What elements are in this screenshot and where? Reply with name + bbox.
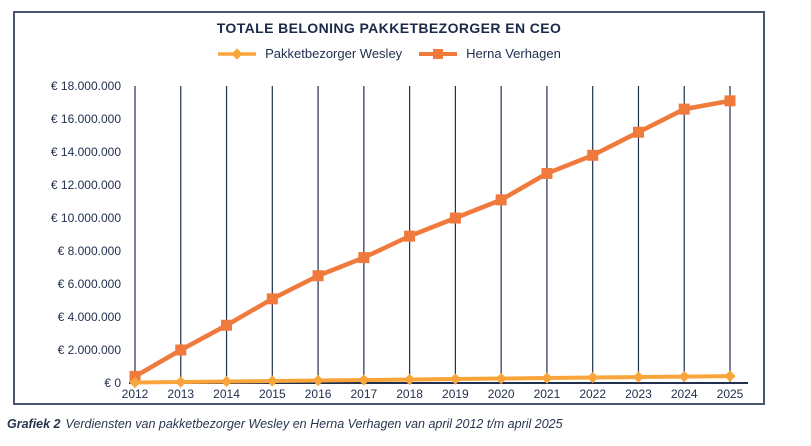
herna-line-marker-icon: [419, 48, 458, 59]
wesley-line-marker-icon: [218, 47, 257, 60]
legend-item-herna: Herna Verhagen: [418, 46, 561, 61]
y-tick-label: € 2.000.000: [58, 343, 122, 357]
x-tick-label: 2025: [717, 387, 744, 401]
data-point-wesley: [678, 370, 690, 383]
y-tick-label: € 0: [104, 376, 121, 390]
data-point-herna: [404, 230, 416, 242]
x-tick-label: 2021: [534, 387, 561, 401]
x-tick-label: 2017: [350, 387, 377, 401]
data-point-wesley: [266, 375, 278, 387]
x-tick-label: 2022: [579, 387, 606, 401]
data-point-herna: [175, 344, 187, 356]
data-point-herna: [358, 252, 370, 264]
y-tick-label: € 8.000.000: [58, 244, 122, 258]
y-tick-label: € 16.000.000: [51, 112, 121, 126]
legend-label-wesley: Pakketbezorger Wesley: [265, 46, 403, 61]
data-point-wesley: [632, 371, 645, 383]
data-point-herna: [266, 293, 278, 305]
x-tick-label: 2020: [488, 387, 515, 401]
data-point-herna: [632, 126, 644, 138]
y-tick-label: € 14.000.000: [51, 145, 121, 159]
series-line-herna: [132, 98, 733, 379]
x-tick-label: 2012: [122, 387, 149, 401]
data-point-herna: [312, 270, 324, 282]
data-point-herna: [221, 319, 233, 331]
y-tick-label: € 4.000.000: [58, 310, 122, 324]
chart-legend: Pakketbezorger Wesley Herna Verhagen: [15, 46, 763, 61]
data-point-herna: [541, 167, 553, 179]
series-line-wesley: [133, 374, 732, 385]
x-tick-label: 2016: [305, 387, 332, 401]
y-tick-label: € 12.000.000: [51, 178, 121, 192]
x-tick-label: 2015: [259, 387, 286, 401]
legend-label-herna: Herna Verhagen: [466, 46, 561, 61]
line-chart: € 0 € 2.000.000 € 4.000.000 € 6.000.000 € 8.…: [51, 79, 748, 401]
data-point-herna: [724, 95, 736, 107]
caption-label: Grafiek 2: [7, 417, 61, 431]
data-point-herna: [129, 370, 141, 382]
data-point-wesley: [312, 374, 324, 387]
x-tick-label: 2019: [442, 387, 469, 401]
figure-caption: Grafiek 2 Verdiensten van pakketbezorger …: [7, 417, 563, 431]
data-point-wesley: [587, 371, 599, 384]
data-point-herna: [678, 103, 690, 115]
data-point-herna: [495, 194, 507, 206]
legend-item-wesley: Pakketbezorger Wesley: [217, 46, 402, 61]
y-tick-label: € 10.000.000: [51, 211, 121, 225]
x-tick-label: 2013: [167, 387, 194, 401]
x-tick-label: 2023: [625, 387, 652, 401]
chart-title: TOTALE BELONING PAKKETBEZORGER EN CEO: [216, 20, 562, 36]
y-tick-label: € 6.000.000: [58, 277, 122, 291]
data-point-wesley: [175, 376, 187, 388]
data-point-wesley: [724, 370, 736, 382]
x-tick-label: 2024: [671, 387, 698, 401]
data-point-wesley: [220, 375, 233, 388]
chart-panel: TOTALE BELONING PAKKETBEZORGER EN CEO Pa…: [13, 11, 765, 405]
data-point-herna: [449, 212, 461, 224]
caption-text: Verdiensten van pakketbezorger Wesley en…: [65, 417, 563, 431]
x-tick-label: 2014: [213, 387, 240, 401]
x-tick-label: 2018: [396, 387, 423, 401]
data-point-herna: [587, 149, 599, 161]
y-tick-label: € 18.000.000: [51, 79, 121, 93]
